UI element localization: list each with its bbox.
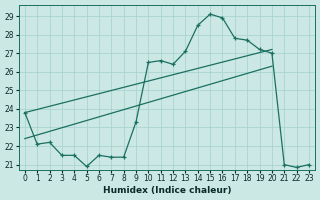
X-axis label: Humidex (Indice chaleur): Humidex (Indice chaleur) bbox=[103, 186, 231, 195]
